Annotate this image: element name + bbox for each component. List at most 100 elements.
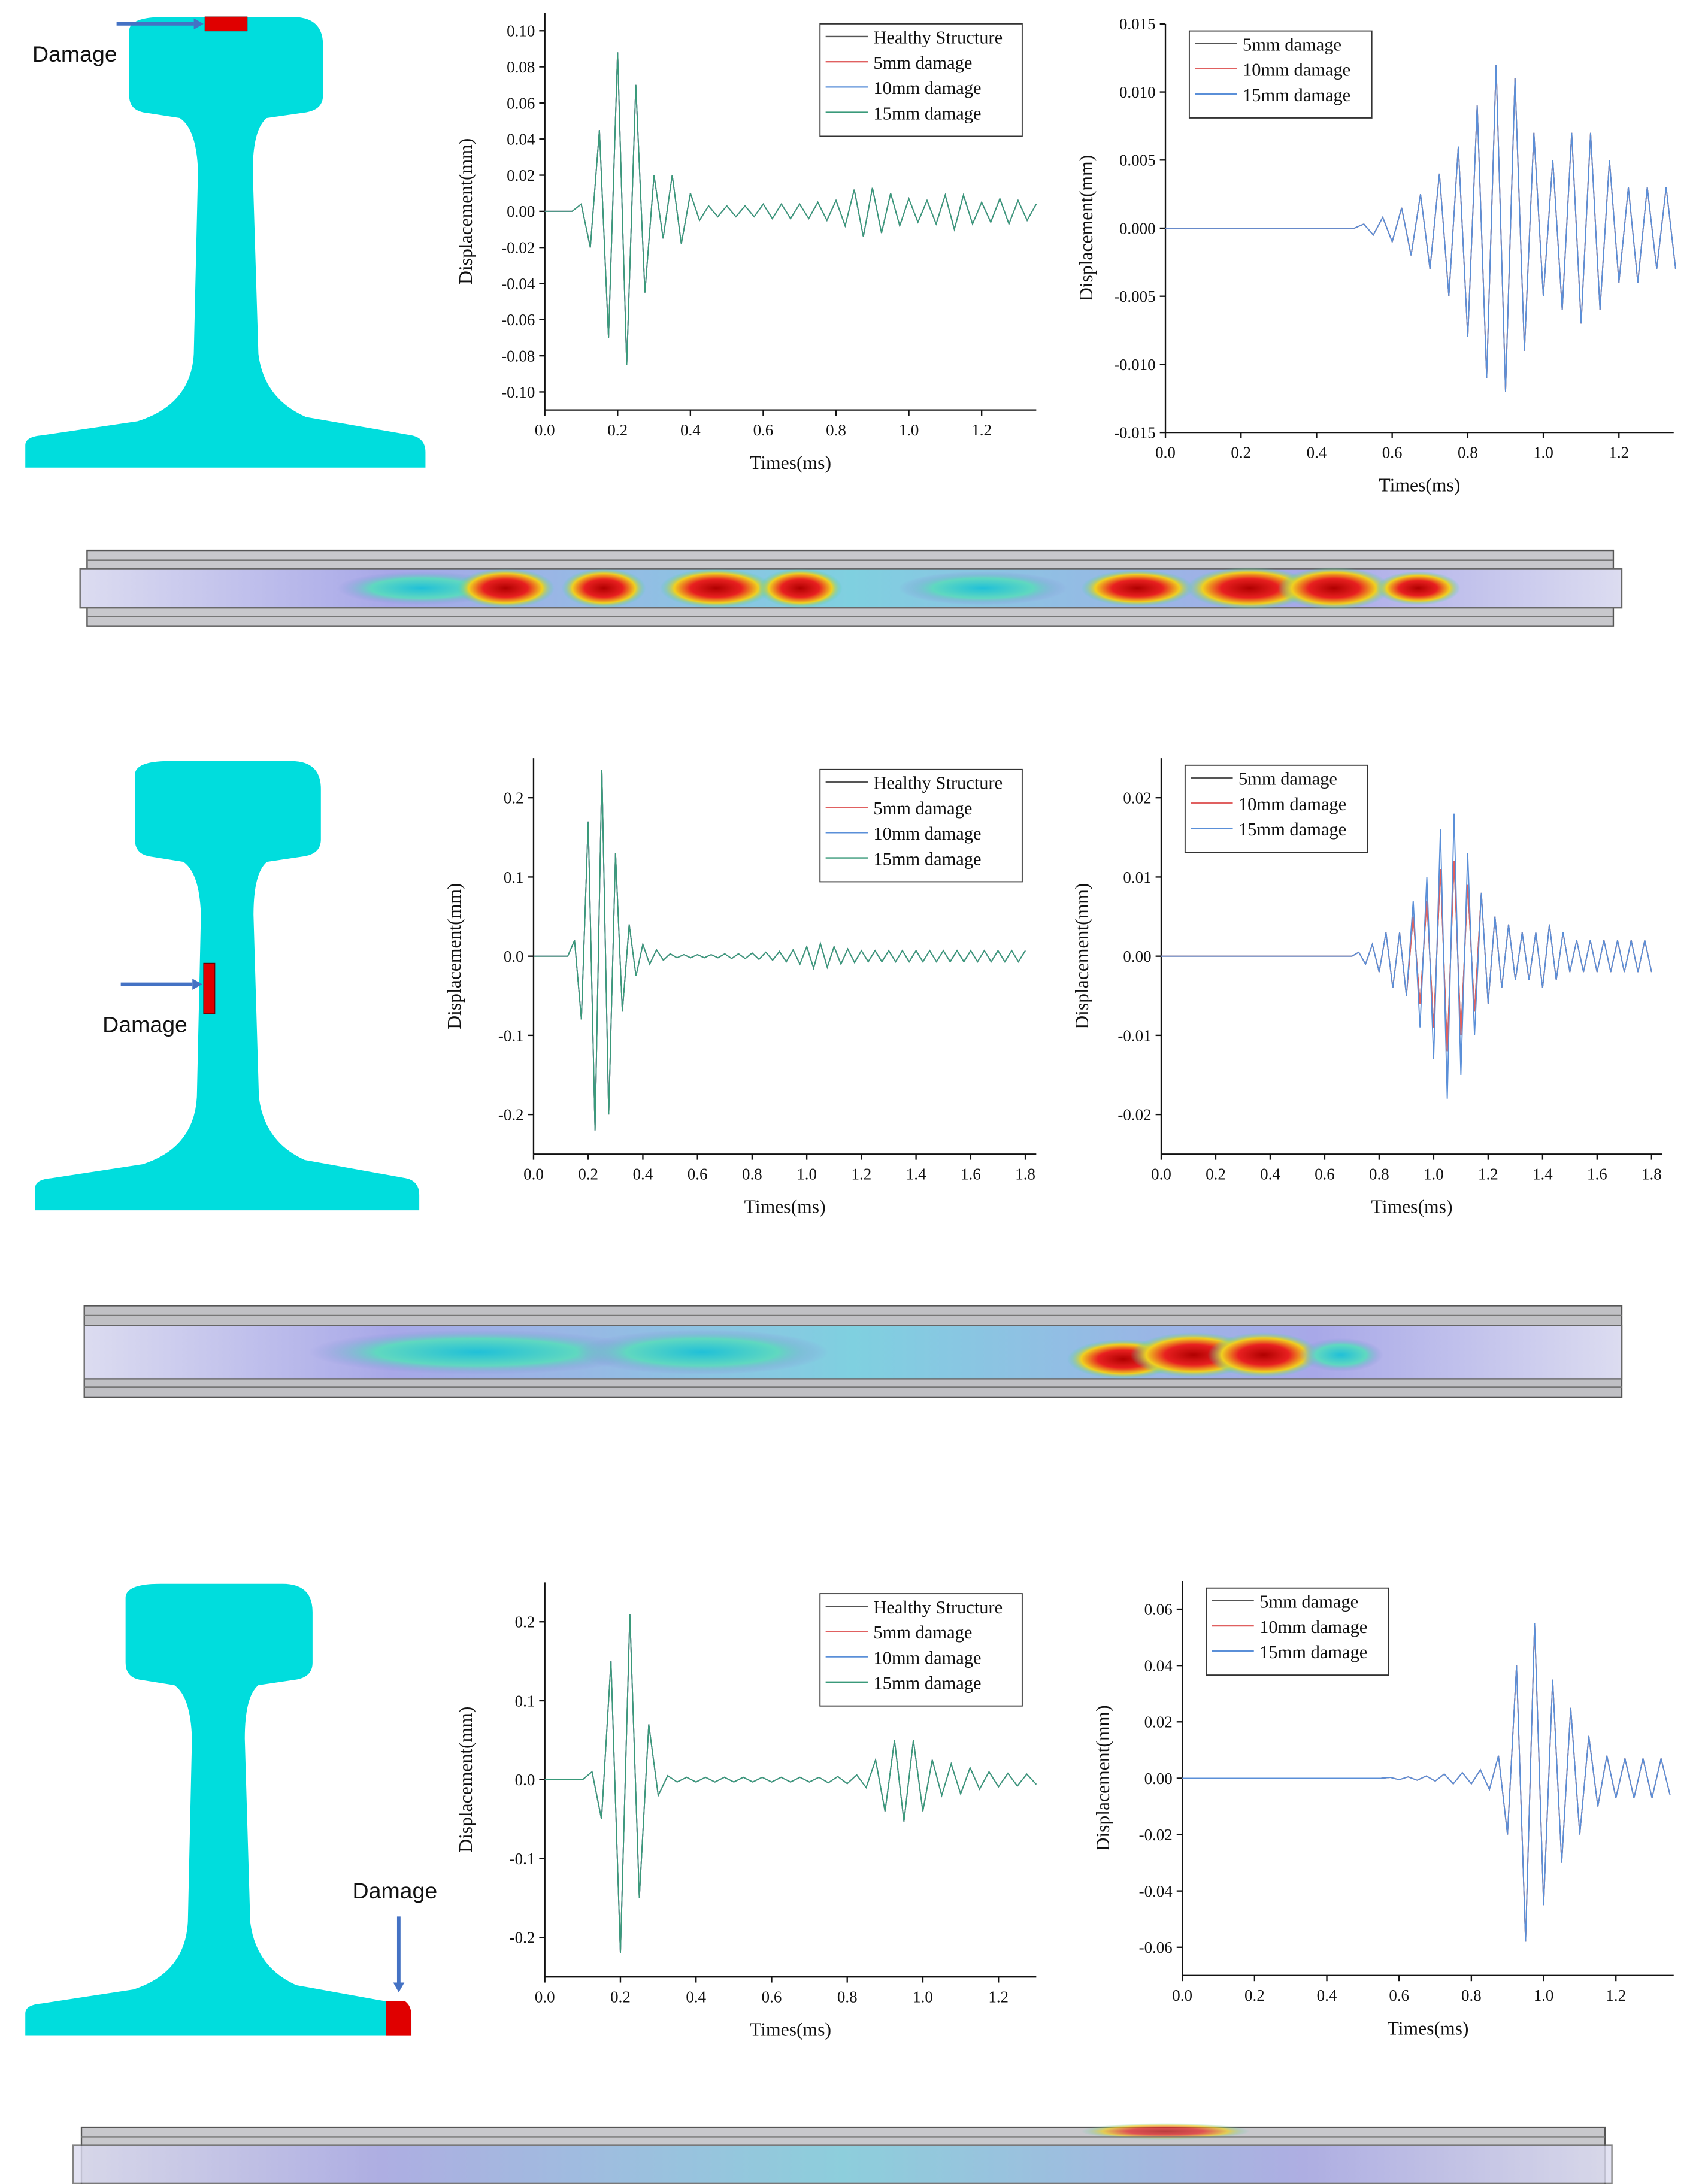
x-tick-label: 0.2 — [610, 1988, 631, 2006]
legend-box — [1184, 764, 1368, 853]
x-tick-label: 0.0 — [1172, 1986, 1192, 2004]
x-tick-label: 0.6 — [753, 421, 774, 439]
chart: 0.06 0.04 0.02 0.00 -0.02 -0.04 -0.06 0.0 0.2 0.4… — [1092, 1581, 1674, 2038]
x-axis-title: Times(ms) — [744, 1196, 826, 1217]
legend-label: 10mm damage — [873, 78, 981, 98]
x-tick-label: 1.2 — [1609, 443, 1629, 461]
x-tick-label: 1.2 — [971, 421, 992, 439]
series-line — [1182, 1623, 1671, 1942]
x-tick-label: 1.2 — [852, 1165, 872, 1183]
chart: 0.10 0.08 0.06 0.04 0.02 0.00 -0.02 -0.04 -0.06 -… — [455, 13, 1037, 473]
legend-box — [1188, 30, 1373, 119]
y-tick-label: 0.02 — [507, 166, 535, 184]
x-tick-label: 0.8 — [1458, 443, 1478, 461]
legend-box — [1206, 1587, 1389, 1676]
y-tick-label: -0.08 — [501, 347, 535, 365]
y-axis-title: Displacement(mm) — [455, 138, 476, 284]
x-tick-label: 0.4 — [1260, 1165, 1280, 1183]
legend-label: 15mm damage — [873, 103, 981, 123]
x-tick-label: 0.6 — [1315, 1165, 1335, 1183]
legend-label: Healthy Structure — [873, 28, 1003, 48]
legend-label: 5mm damage — [873, 53, 972, 73]
x-tick-label: 0.0 — [523, 1165, 544, 1183]
wave-field — [72, 2123, 1613, 2184]
chart: 0.2 0.1 0.0 -0.1 -0.2 0.0 0.2 0.4 0.6 0.8 1.0 1.2 Ti… — [455, 1582, 1037, 2040]
chart: 0.2 0.1 0.0 -0.1 -0.2 0.0 0.2 0.4 0.6 0.8 1.0 1.2 1.… — [444, 758, 1037, 1217]
y-tick-label: -0.06 — [1139, 1938, 1173, 1956]
series-line — [544, 52, 1037, 365]
y-tick-label: 0.015 — [1119, 15, 1156, 33]
y-tick-label: 0.00 — [1123, 947, 1151, 965]
x-axis-title: Times(ms) — [1379, 475, 1460, 496]
legend-label: 5mm damage — [1238, 769, 1337, 789]
damage-marker — [204, 16, 248, 32]
legend: Healthy Structure 5mm damage 10mm damage 15… — [819, 23, 1023, 137]
series-line — [1165, 65, 1676, 392]
x-tick-label: 0.8 — [1461, 1986, 1482, 2004]
y-axis-title: Displacement(mm) — [1076, 155, 1097, 301]
x-tick-label: 0.6 — [1382, 443, 1403, 461]
legend-label: 15mm damage — [1259, 1642, 1367, 1662]
x-tick-label: 0.4 — [1307, 443, 1327, 461]
y-tick-label: -0.1 — [510, 1850, 535, 1868]
y-axis-title: Displacement(mm) — [1092, 1705, 1113, 1851]
legend-box — [819, 768, 1023, 883]
rail-section — [25, 1583, 412, 2036]
x-axis-title: Times(ms) — [1371, 1196, 1453, 1217]
y-tick-label: 0.06 — [1144, 1600, 1173, 1618]
chart: 0.0150.0100.0050.000-0.005-0.010-0.0150.… — [1076, 15, 1676, 496]
y-tick-label: -0.2 — [510, 1929, 535, 1947]
legend: Healthy Structure 5mm damage 10mm damage 15… — [819, 768, 1023, 883]
x-tick-label: 1.0 — [1533, 443, 1553, 461]
legend: 5mm damage 10mm damage 15mm damage — [1188, 30, 1373, 119]
x-tick-label: 0.2 — [1244, 1986, 1265, 2004]
y-tick-label: -0.04 — [1139, 1882, 1173, 1900]
y-tick-label: 0.02 — [1123, 789, 1151, 807]
y-tick-label: 0.1 — [515, 1692, 535, 1710]
legend-label: 10mm damage — [873, 823, 981, 844]
x-tick-label: 0.0 — [535, 1988, 555, 2006]
legend-label: 5mm damage — [1243, 34, 1341, 54]
damage-marker — [386, 2001, 411, 2036]
y-tick-label: -0.1 — [498, 1026, 524, 1044]
x-tick-label: 0.6 — [688, 1165, 708, 1183]
x-tick-label: 1.8 — [1015, 1165, 1035, 1183]
x-tick-label: 1.2 — [1606, 1986, 1626, 2004]
legend-box — [819, 1593, 1023, 1707]
y-tick-label: 0.00 — [1144, 1770, 1173, 1788]
legend-label: 15mm damage — [1243, 85, 1350, 105]
x-tick-label: 0.8 — [1369, 1165, 1389, 1183]
arrow-head — [192, 979, 202, 990]
x-tick-label: 0.4 — [680, 421, 701, 439]
y-axis-title: Displacement(mm) — [444, 883, 465, 1029]
x-tick-label: 0.2 — [1231, 443, 1251, 461]
x-tick-label: 1.0 — [1424, 1165, 1444, 1183]
y-tick-label: 0.02 — [1144, 1713, 1173, 1731]
x-tick-label: 0.2 — [1206, 1165, 1226, 1183]
legend-label: 10mm damage — [1259, 1617, 1367, 1637]
wave-field — [79, 549, 1623, 627]
x-tick-label: 1.0 — [913, 1988, 933, 2006]
y-tick-label: 0.1 — [504, 868, 524, 886]
y-axis-title: Displacement(mm) — [455, 1707, 476, 1853]
x-tick-label: 1.6 — [1587, 1165, 1607, 1183]
y-tick-label: -0.06 — [501, 311, 535, 329]
rail-section — [35, 761, 420, 1211]
legend-label: 10mm damage — [1243, 60, 1350, 80]
legend-label: Healthy Structure — [873, 773, 1003, 793]
y-tick-label: -0.02 — [1139, 1826, 1173, 1844]
legend-label: 10mm damage — [1238, 794, 1346, 814]
x-axis-title: Times(ms) — [750, 452, 831, 473]
rail-section — [25, 17, 426, 468]
x-tick-label: 0.8 — [837, 1988, 858, 2006]
damage-label: Damage — [32, 41, 117, 66]
x-tick-label: 1.4 — [1533, 1165, 1553, 1183]
arrow-head — [193, 18, 204, 30]
y-tick-label: -0.01 — [1117, 1026, 1151, 1044]
x-axis-title: Times(ms) — [1387, 2018, 1468, 2038]
y-tick-label: 0.06 — [507, 94, 535, 112]
legend-label: 15mm damage — [873, 1673, 981, 1694]
legend-box — [819, 23, 1023, 137]
x-tick-label: 0.2 — [578, 1165, 598, 1183]
